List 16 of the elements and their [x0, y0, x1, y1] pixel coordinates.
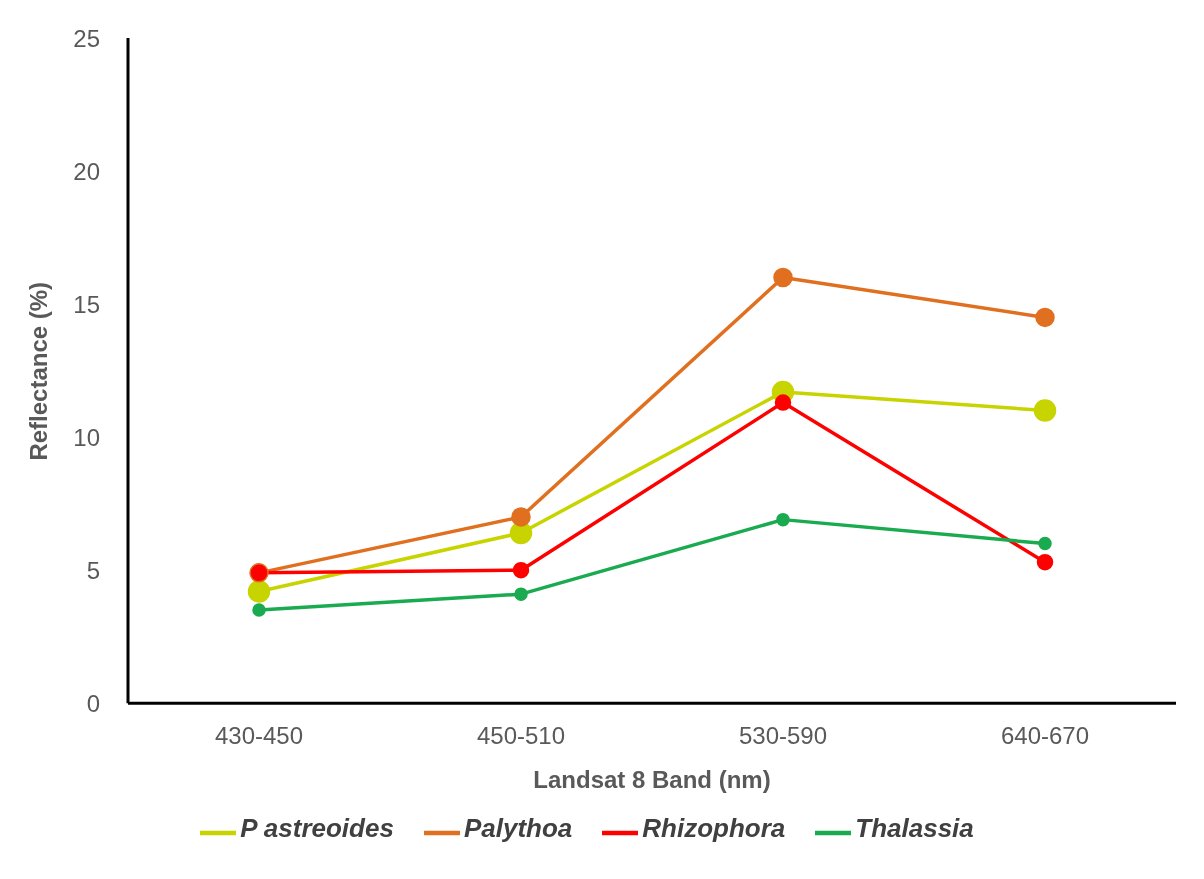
x-axis-title: Landsat 8 Band (nm)	[533, 766, 771, 794]
x-tick-label: 450-510	[476, 722, 566, 750]
y-tick-label: 25	[73, 24, 100, 52]
legend-label: Rhizophora	[642, 813, 786, 844]
legend-label: Palythoa	[463, 813, 573, 844]
legend-label: Thalassia	[855, 813, 974, 844]
x-tick-label: 430-450	[214, 722, 304, 750]
y-axis-title: Reflectance (%)	[24, 281, 52, 461]
y-tick-label: 15	[73, 290, 100, 318]
x-tick-label: 530-590	[738, 722, 828, 750]
legend-label: P astreoides	[240, 813, 394, 844]
y-tick-label: 10	[73, 423, 100, 451]
y-tick-label: 20	[73, 157, 100, 185]
y-tick-label: 0	[86, 689, 100, 717]
x-tick-label: 640-670	[1000, 722, 1090, 750]
y-tick-label: 5	[86, 556, 100, 584]
